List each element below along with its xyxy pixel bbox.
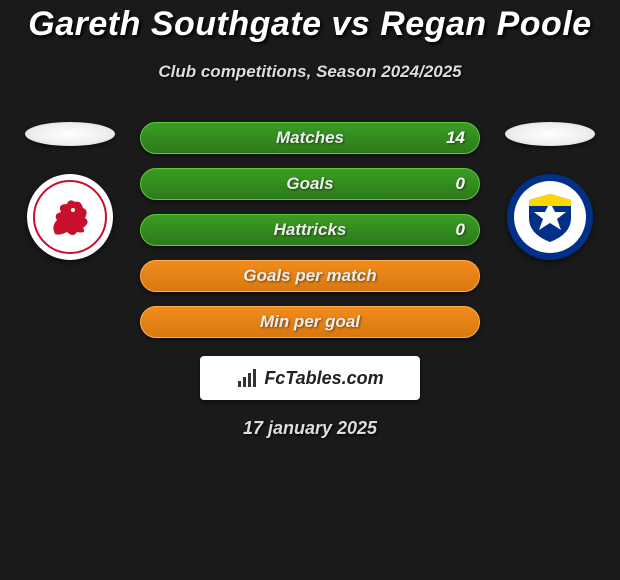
stat-row-min-per-goal: Min per goal [140,306,480,338]
logo-text: FcTables.com [264,368,383,389]
right-avatar-placeholder [505,122,595,146]
chart-bars-icon [236,367,258,389]
mid-section: Matches 14 Goals 0 Hattricks 0 Goals per match… [0,122,620,338]
right-player-col [500,122,600,260]
date-label: 17 january 2025 [0,418,620,439]
stat-row-matches: Matches 14 [140,122,480,154]
right-club-badge-inner [514,181,586,253]
left-player-col [20,122,120,260]
stat-right-value: 0 [456,220,465,240]
stat-label: Matches [276,128,344,148]
stat-label: Goals [286,174,333,194]
stat-row-hattricks: Hattricks 0 [140,214,480,246]
portsmouth-shield-icon [523,190,577,244]
right-club-badge [507,174,593,260]
left-club-badge [27,174,113,260]
subtitle: Club competitions, Season 2024/2025 [0,62,620,82]
stat-label: Min per goal [260,312,360,332]
stat-label: Hattricks [274,220,347,240]
stat-label: Goals per match [243,266,376,286]
stats-column: Matches 14 Goals 0 Hattricks 0 Goals per match… [140,122,480,338]
page-title: Gareth Southgate vs Regan Poole [0,5,620,44]
left-club-badge-inner [33,180,107,254]
fctables-logo[interactable]: FcTables.com [200,356,420,400]
stat-right-value: 14 [446,128,465,148]
left-avatar-placeholder [25,122,115,146]
stat-row-goals-per-match: Goals per match [140,260,480,292]
middlesbrough-lion-icon [43,190,97,244]
stat-row-goals: Goals 0 [140,168,480,200]
stat-right-value: 0 [456,174,465,194]
comparison-card: Gareth Southgate vs Regan Poole Club com… [0,0,620,439]
